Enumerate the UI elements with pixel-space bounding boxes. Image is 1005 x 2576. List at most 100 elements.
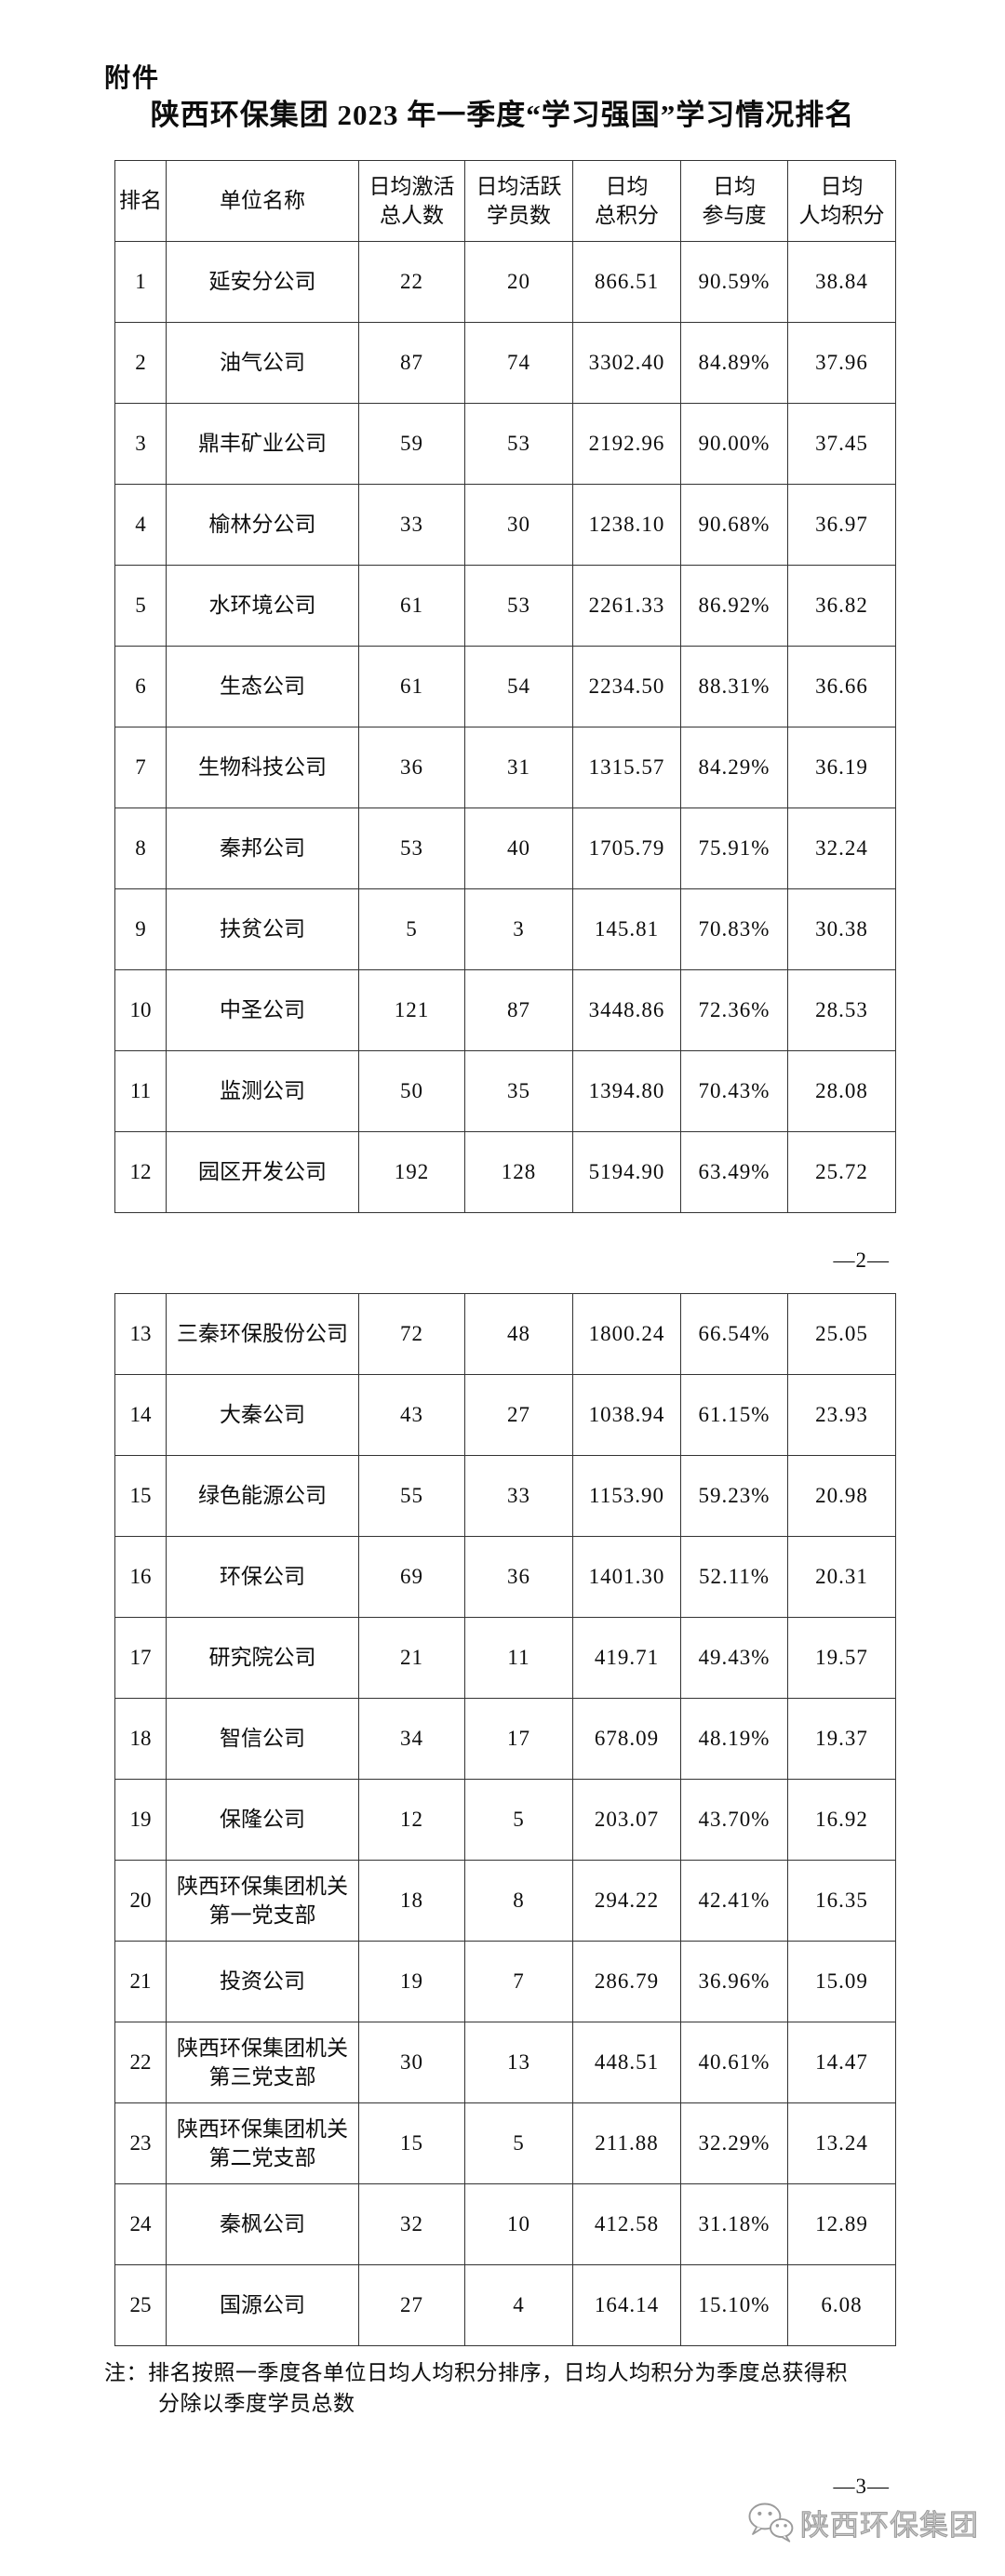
cell-activated-total: 61 xyxy=(358,565,465,647)
cell-rank: 2 xyxy=(114,322,167,404)
cell-activated-total: 43 xyxy=(358,1374,465,1456)
cell-participation: 63.49% xyxy=(680,1131,788,1213)
cell-active-learners: 53 xyxy=(464,565,573,647)
cell-per-capita-points: 25.72 xyxy=(787,1131,896,1213)
cell-activated-total: 87 xyxy=(358,322,465,404)
cell-activated-total: 36 xyxy=(358,727,465,808)
cell-total-points: 2234.50 xyxy=(572,646,681,727)
cell-unit-name: 中圣公司 xyxy=(166,969,359,1051)
cell-participation: 15.10% xyxy=(680,2264,788,2346)
cell-rank: 21 xyxy=(114,1941,167,2022)
cell-participation: 90.59% xyxy=(680,241,788,323)
cell-participation: 48.19% xyxy=(680,1698,788,1780)
cell-activated-total: 192 xyxy=(358,1131,465,1213)
cell-rank: 22 xyxy=(114,2022,167,2103)
cell-activated-total: 21 xyxy=(358,1617,465,1699)
cell-total-points: 203.07 xyxy=(572,1779,681,1861)
cell-unit-name: 榆林分公司 xyxy=(166,484,359,566)
table-row: 16 环保公司 69 36 1401.30 52.11% 20.31 xyxy=(114,1536,896,1618)
cell-active-learners: 7 xyxy=(464,1941,573,2022)
cell-per-capita-points: 32.24 xyxy=(787,808,896,889)
column-header-unit-name: 单位名称 xyxy=(166,160,359,242)
table-row: 24 秦枫公司 32 10 412.58 31.18% 12.89 xyxy=(114,2183,896,2265)
cell-per-capita-points: 6.08 xyxy=(787,2264,896,2346)
cell-activated-total: 72 xyxy=(358,1293,465,1375)
page-number-2: —2— xyxy=(833,1248,890,1272)
column-header-activated-total: 日均激活 总人数 xyxy=(358,160,465,242)
cell-participation: 61.15% xyxy=(680,1374,788,1456)
cell-rank: 13 xyxy=(114,1293,167,1375)
cell-rank: 4 xyxy=(114,484,167,566)
cell-rank: 5 xyxy=(114,565,167,647)
cell-rank: 24 xyxy=(114,2183,167,2265)
cell-rank: 1 xyxy=(114,241,167,323)
cell-participation: 52.11% xyxy=(680,1536,788,1618)
cell-active-learners: 8 xyxy=(464,1860,573,1942)
cell-active-learners: 87 xyxy=(464,969,573,1051)
attachment-label: 附件 xyxy=(104,64,161,93)
cell-unit-name: 监测公司 xyxy=(166,1050,359,1132)
cell-total-points: 1315.57 xyxy=(572,727,681,808)
cell-rank: 10 xyxy=(114,969,167,1051)
cell-per-capita-points: 19.57 xyxy=(787,1617,896,1699)
document-title: 陕西环保集团 2023 年一季度“学习强国”学习情况排名 xyxy=(150,99,855,131)
table-row: 4 榆林分公司 33 30 1238.10 90.68% 36.97 xyxy=(114,484,896,566)
ranking-table-page2: 13 三秦环保股份公司 72 48 1800.24 66.54% 25.05 14 大秦公司 43… xyxy=(114,1293,896,2346)
cell-activated-total: 27 xyxy=(358,2264,465,2346)
cell-active-learners: 13 xyxy=(464,2022,573,2103)
cell-active-learners: 5 xyxy=(464,2102,573,2184)
table-row: 6 生态公司 61 54 2234.50 88.31% 36.66 xyxy=(114,646,896,727)
cell-per-capita-points: 36.97 xyxy=(787,484,896,566)
cell-per-capita-points: 38.84 xyxy=(787,241,896,323)
cell-unit-name: 生态公司 xyxy=(166,646,359,727)
cell-unit-name: 鼎丰矿业公司 xyxy=(166,403,359,485)
cell-unit-name: 秦枫公司 xyxy=(166,2183,359,2265)
table-row: 12 园区开发公司 192 128 5194.90 63.49% 25.72 xyxy=(114,1131,896,1213)
cell-total-points: 1401.30 xyxy=(572,1536,681,1618)
cell-activated-total: 33 xyxy=(358,484,465,566)
cell-unit-name: 水环境公司 xyxy=(166,565,359,647)
cell-total-points: 211.88 xyxy=(572,2102,681,2184)
table-row: 11 监测公司 50 35 1394.80 70.43% 28.08 xyxy=(114,1050,896,1132)
cell-per-capita-points: 23.93 xyxy=(787,1374,896,1456)
cell-total-points: 678.09 xyxy=(572,1698,681,1780)
cell-per-capita-points: 16.35 xyxy=(787,1860,896,1942)
cell-rank: 18 xyxy=(114,1698,167,1780)
table-row: 18 智信公司 34 17 678.09 48.19% 19.37 xyxy=(114,1698,896,1780)
cell-activated-total: 69 xyxy=(358,1536,465,1618)
cell-rank: 19 xyxy=(114,1779,167,1861)
brand-watermark: 陕西环保集团 xyxy=(746,2501,979,2543)
cell-active-learners: 10 xyxy=(464,2183,573,2265)
cell-rank: 11 xyxy=(114,1050,167,1132)
cell-rank: 16 xyxy=(114,1536,167,1618)
cell-rank: 25 xyxy=(114,2264,167,2346)
cell-active-learners: 31 xyxy=(464,727,573,808)
cell-activated-total: 19 xyxy=(358,1941,465,2022)
cell-activated-total: 18 xyxy=(358,1860,465,1942)
cell-participation: 75.91% xyxy=(680,808,788,889)
cell-unit-name: 园区开发公司 xyxy=(166,1131,359,1213)
cell-active-learners: 4 xyxy=(464,2264,573,2346)
cell-total-points: 866.51 xyxy=(572,241,681,323)
cell-active-learners: 5 xyxy=(464,1779,573,1861)
cell-activated-total: 59 xyxy=(358,403,465,485)
cell-unit-name: 国源公司 xyxy=(166,2264,359,2346)
cell-per-capita-points: 36.82 xyxy=(787,565,896,647)
ranking-note: 注：排名按照一季度各单位日均人均积分排序，日均人均积分为季度总获得积 分除以季度… xyxy=(104,2357,901,2419)
cell-active-learners: 20 xyxy=(464,241,573,323)
cell-participation: 84.29% xyxy=(680,727,788,808)
table-row: 23 陕西环保集团机关 第二党支部 15 5 211.88 32.29% 13.24 xyxy=(114,2102,896,2184)
cell-per-capita-points: 13.24 xyxy=(787,2102,896,2184)
cell-total-points: 164.14 xyxy=(572,2264,681,2346)
cell-rank: 20 xyxy=(114,1860,167,1942)
cell-activated-total: 55 xyxy=(358,1455,465,1537)
cell-rank: 12 xyxy=(114,1131,167,1213)
cell-unit-name: 陕西环保集团机关 第二党支部 xyxy=(166,2102,359,2184)
cell-active-learners: 74 xyxy=(464,322,573,404)
cell-active-learners: 30 xyxy=(464,484,573,566)
cell-activated-total: 22 xyxy=(358,241,465,323)
cell-per-capita-points: 37.96 xyxy=(787,322,896,404)
table-row: 19 保隆公司 12 5 203.07 43.70% 16.92 xyxy=(114,1779,896,1861)
cell-unit-name: 投资公司 xyxy=(166,1941,359,2022)
